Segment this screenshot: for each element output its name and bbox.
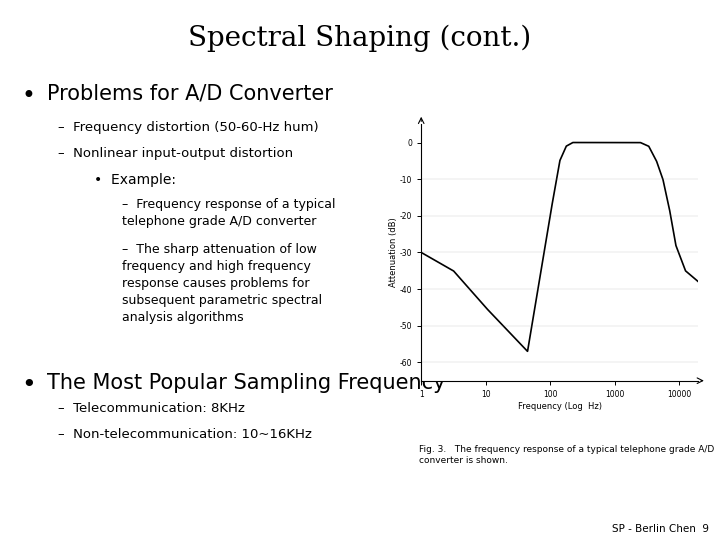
X-axis label: Frequency (Log  Hz): Frequency (Log Hz) <box>518 402 602 410</box>
Text: –  The sharp attenuation of low
frequency and high frequency
response causes pro: – The sharp attenuation of low frequency… <box>122 243 323 324</box>
Text: SP - Berlin Chen  9: SP - Berlin Chen 9 <box>612 523 709 534</box>
Text: •: • <box>22 84 35 107</box>
Text: –  Telecommunication: 8KHz: – Telecommunication: 8KHz <box>58 402 245 415</box>
Text: Fig. 3.   The frequency response of a typical telephone grade A/D
converter is s: Fig. 3. The frequency response of a typi… <box>419 446 714 465</box>
Text: Spectral Shaping (cont.): Spectral Shaping (cont.) <box>189 24 531 52</box>
Text: •  Example:: • Example: <box>94 173 176 187</box>
Text: –  Nonlinear input-output distortion: – Nonlinear input-output distortion <box>58 147 293 160</box>
Text: Problems for A/D Converter: Problems for A/D Converter <box>47 84 333 104</box>
Text: –  Frequency response of a typical
telephone grade A/D converter: – Frequency response of a typical teleph… <box>122 198 336 228</box>
Y-axis label: Attenuation (dB): Attenuation (dB) <box>390 218 398 287</box>
Text: –  Non-telecommunication: 10~16KHz: – Non-telecommunication: 10~16KHz <box>58 428 312 441</box>
Text: –  Frequency distortion (50-60-Hz hum): – Frequency distortion (50-60-Hz hum) <box>58 122 318 134</box>
Text: •: • <box>22 373 36 396</box>
Text: The Most Popular Sampling Frequency: The Most Popular Sampling Frequency <box>47 373 445 393</box>
